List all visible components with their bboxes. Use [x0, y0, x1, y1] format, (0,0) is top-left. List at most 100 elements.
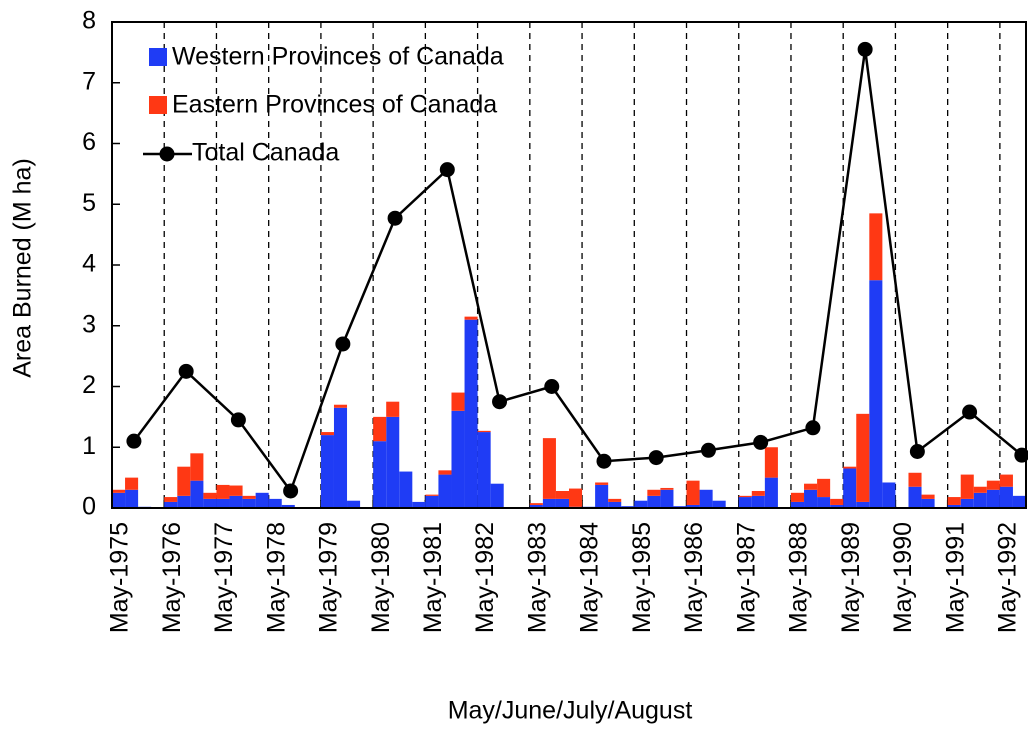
bar	[373, 416, 387, 442]
x-tick-label: May-1989	[837, 522, 865, 633]
bar	[817, 497, 831, 508]
y-tick-label: 1	[82, 432, 96, 460]
line-point	[909, 444, 925, 460]
legend-marker	[159, 146, 175, 162]
x-tick-label: May-1976	[158, 522, 186, 633]
bar	[425, 495, 439, 508]
x-tick-label: May-1983	[523, 522, 551, 633]
bar	[242, 495, 256, 499]
bar	[425, 494, 439, 496]
bar	[1012, 495, 1026, 508]
bar	[451, 410, 465, 508]
legend-swatch	[149, 48, 167, 66]
bar	[477, 432, 491, 508]
bar	[804, 483, 818, 490]
line-point	[439, 162, 455, 178]
bar	[660, 489, 674, 508]
bar	[125, 489, 139, 508]
bar	[699, 489, 713, 508]
bar	[333, 404, 348, 408]
x-tick-label: May-1984	[576, 522, 604, 633]
bar	[190, 453, 204, 481]
bar	[999, 486, 1013, 508]
line-point	[962, 404, 978, 420]
y-tick-label: 0	[82, 493, 96, 521]
x-tick-label: May-1978	[262, 522, 290, 633]
x-tick-label: May-1979	[315, 522, 343, 633]
bar	[947, 497, 961, 505]
bar	[856, 501, 870, 508]
bar	[373, 441, 387, 508]
line-point	[544, 379, 560, 394]
y-tick-label: 8	[82, 7, 96, 35]
bar	[921, 494, 935, 499]
line-point	[492, 394, 508, 410]
bar	[477, 430, 491, 433]
bar	[229, 495, 243, 508]
y-tick-label: 6	[82, 128, 96, 156]
legend-label: Western Provinces of Canada	[172, 43, 504, 71]
bar	[830, 498, 844, 505]
bar	[386, 401, 400, 417]
line-point	[753, 434, 769, 450]
line-point	[857, 41, 873, 57]
bar	[999, 474, 1013, 487]
legend-label: Eastern Provinces of Canada	[172, 91, 497, 119]
line-point	[805, 420, 821, 436]
x-tick-label: May-1987	[732, 522, 760, 633]
bar	[347, 500, 361, 508]
line-point	[126, 433, 142, 449]
bar	[203, 492, 217, 499]
bar	[973, 492, 987, 508]
x-tick-label: May-1990	[889, 522, 917, 633]
bar	[464, 319, 478, 508]
bar	[634, 500, 648, 508]
bar	[973, 486, 987, 493]
bar	[960, 474, 974, 499]
bar	[686, 504, 700, 508]
line-point	[335, 336, 351, 352]
bar	[660, 487, 674, 490]
bar	[595, 482, 609, 485]
bar	[333, 407, 348, 508]
line-point	[1014, 447, 1028, 463]
x-tick-label: May-1975	[106, 522, 134, 633]
y-tick-label: 5	[82, 189, 96, 217]
bar	[542, 498, 556, 508]
bar	[399, 471, 413, 508]
bar	[908, 486, 922, 508]
bar	[869, 280, 883, 508]
bar	[608, 498, 622, 502]
x-tick-label: May-1992	[993, 522, 1021, 633]
bar	[764, 477, 778, 508]
bar	[817, 478, 831, 498]
bar	[177, 466, 191, 496]
bar	[986, 480, 1000, 490]
bar	[569, 488, 583, 507]
line-point	[648, 450, 664, 466]
y-tick-label: 7	[82, 67, 96, 95]
bar	[986, 489, 1000, 508]
line-point	[283, 483, 299, 499]
line	[132, 49, 1023, 494]
bar	[843, 466, 857, 469]
bar	[216, 484, 230, 499]
bar	[438, 470, 452, 475]
bar	[843, 468, 857, 508]
bar	[242, 498, 256, 508]
bar	[412, 501, 426, 508]
line-point	[387, 210, 403, 226]
bar	[960, 498, 974, 508]
bar	[203, 498, 217, 508]
bar	[790, 501, 805, 508]
bar	[751, 495, 765, 508]
bar	[790, 492, 805, 502]
bar	[738, 497, 752, 508]
bar	[255, 492, 269, 508]
bar	[921, 498, 935, 508]
bar	[112, 492, 126, 508]
bar	[320, 435, 334, 508]
bar	[830, 504, 844, 508]
bar	[804, 489, 818, 508]
